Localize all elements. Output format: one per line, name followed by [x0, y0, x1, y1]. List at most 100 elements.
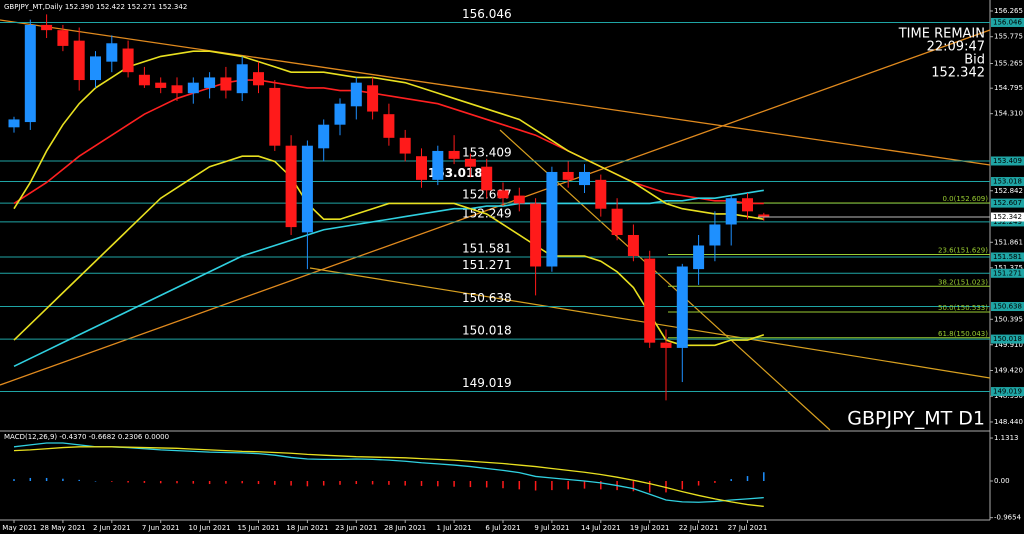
level-axis-box	[991, 268, 1024, 278]
macd-bar	[241, 481, 243, 484]
candle-body	[122, 48, 134, 73]
macd-bar	[29, 477, 32, 481]
y-tick-label: 150.395	[994, 315, 1023, 323]
fib-label: 38.2(151.023)	[938, 278, 988, 286]
candle-body	[57, 30, 69, 46]
y-tick-label: 149.910	[994, 341, 1023, 349]
candle-body	[611, 208, 623, 235]
x-tick-label: 28 Jun 2021	[384, 524, 426, 532]
candle-body	[742, 198, 753, 212]
indicator-line	[13, 79, 764, 205]
indicator-line	[13, 155, 765, 347]
candle-body	[693, 245, 705, 270]
level-axis-label: 150.638	[993, 303, 1022, 311]
trendline	[0, 29, 991, 386]
candle-body	[334, 103, 346, 125]
macd-bar	[62, 478, 64, 481]
bid-label: Bid	[964, 53, 985, 68]
level-axis-label: 153.018	[993, 178, 1022, 186]
candle-body	[416, 156, 427, 180]
macd-tick-label: 0.00	[994, 477, 1010, 485]
macd-bar	[192, 481, 195, 484]
macd-bar	[437, 481, 439, 487]
candle-body	[595, 179, 607, 209]
level-axis-label: 156.046	[993, 18, 1022, 26]
macd-bar	[322, 481, 325, 486]
x-tick-label: 18 Jun 2021	[286, 524, 328, 532]
macd-bar	[469, 481, 472, 488]
candle-body	[579, 171, 590, 186]
x-tick-label: 1 Jul 2021	[437, 524, 472, 532]
candle-body	[90, 56, 101, 81]
candle-body	[301, 145, 313, 233]
macd-line	[13, 446, 764, 508]
candle-body	[318, 124, 330, 149]
macd-bar	[306, 481, 309, 487]
level-label: 149.019	[462, 376, 512, 390]
candle-body	[383, 114, 395, 138]
candle-body	[269, 87, 281, 146]
macd-bar	[746, 476, 749, 481]
y-tick-label: 152.842	[994, 187, 1023, 195]
x-tick-label: 14 Jul 2021	[581, 524, 621, 532]
candle-body	[709, 224, 721, 246]
x-tick-label: 22 Jul 2021	[679, 524, 719, 532]
level-axis-box	[991, 387, 1024, 397]
macd-bar	[290, 481, 292, 486]
level-axis-box	[991, 17, 1024, 27]
candle-body	[106, 43, 118, 62]
macd-bar	[763, 472, 765, 481]
macd-bar	[534, 481, 537, 491]
macd-bar	[257, 481, 260, 485]
macd-bar	[404, 481, 406, 486]
macd-bar	[697, 481, 700, 486]
x-tick-label: 19 Jul 2021	[630, 524, 670, 532]
macd-bar	[714, 481, 716, 483]
x-tick-label: 6 Jul 2021	[485, 524, 520, 532]
candle-body	[497, 190, 509, 199]
candle-body	[562, 171, 574, 180]
y-tick-label: 149.420	[994, 366, 1023, 374]
level-label: 150.018	[462, 324, 512, 338]
macd-bar	[453, 481, 455, 487]
x-tick-label: 25 May 2021	[0, 524, 37, 532]
macd-bar	[111, 481, 113, 482]
level-axis-box	[991, 156, 1024, 166]
candle-body	[432, 150, 444, 180]
timer-title: TIME REMAIN	[898, 27, 985, 42]
level-label: 150.638	[462, 291, 512, 305]
symbol-label: GBPJPY_MT D1	[847, 408, 985, 430]
candle-body	[253, 72, 264, 86]
level-axis-label: 153.409	[993, 157, 1022, 165]
macd-bar	[339, 481, 341, 485]
bid-value: 152.342	[931, 66, 985, 81]
candle-body	[676, 266, 688, 348]
candle-body	[481, 166, 493, 191]
candle-body	[350, 82, 362, 107]
macd-bar	[600, 481, 602, 490]
candle-body	[546, 171, 558, 267]
candle-body	[367, 85, 379, 112]
macd-bar	[13, 479, 15, 481]
trendline	[0, 19, 991, 166]
level-axis-label: 149.019	[993, 388, 1022, 396]
y-tick-label: 148.440	[994, 418, 1023, 426]
macd-bar	[730, 479, 732, 481]
macd-bar	[518, 481, 521, 490]
x-tick-label: 9 Jul 2021	[534, 524, 569, 532]
candle-body	[41, 24, 53, 31]
macd-bar	[225, 481, 227, 484]
candle-body	[464, 158, 476, 167]
candle-body	[24, 24, 36, 123]
fib-label: 0.0(152.609)	[942, 195, 988, 203]
x-tick-label: 23 Jun 2021	[335, 524, 377, 532]
macd-bar	[648, 481, 651, 493]
candle-body	[236, 64, 248, 94]
candle-body	[448, 150, 460, 159]
level-axis-box	[991, 177, 1024, 187]
x-tick-label: 10 Jun 2021	[189, 524, 231, 532]
macd-bar	[45, 477, 48, 481]
candle-body	[399, 137, 411, 154]
level-axis-label: 151.271	[993, 269, 1022, 277]
